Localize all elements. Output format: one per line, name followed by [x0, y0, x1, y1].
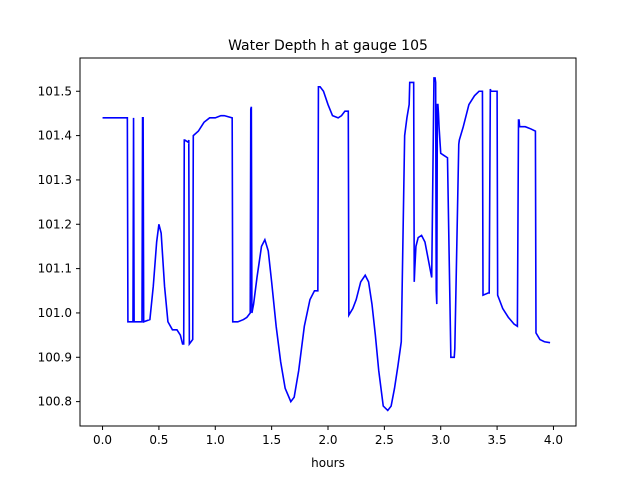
x-axis: 0.0 0.5 1.0 1.5 2.0 2.5 3.0 3.5 4.0	[93, 426, 563, 447]
series-line	[102, 77, 551, 412]
x-tick-label: 3.5	[488, 433, 507, 447]
y-tick-label: 101.3	[38, 173, 72, 187]
x-tick-label: 0.5	[149, 433, 168, 447]
axes-frame	[79, 57, 577, 427]
y-axis: 100.8 100.9 101.0 101.1 101.2 101.3 101.4 101.5	[38, 84, 80, 409]
x-tick-label: 2.0	[318, 433, 337, 447]
x-tick-label: 1.0	[206, 433, 225, 447]
y-tick-label: 101.5	[38, 84, 72, 98]
y-tick-label: 101.1	[38, 262, 72, 276]
x-tick-label: 1.5	[262, 433, 281, 447]
y-tick-label: 100.9	[38, 350, 72, 364]
y-tick-label: 100.8	[38, 395, 72, 409]
x-tick-label: 2.5	[375, 433, 394, 447]
y-tick-label: 101.4	[38, 129, 72, 143]
x-tick-label: 4.0	[544, 433, 563, 447]
x-axis-label: hours	[311, 456, 345, 470]
y-tick-label: 101.2	[38, 217, 72, 231]
x-tick-label: 0.0	[93, 433, 112, 447]
plot-area	[79, 57, 577, 427]
y-tick-label: 101.0	[38, 306, 72, 320]
chart-title: Water Depth h at gauge 105	[228, 38, 428, 54]
x-tick-label: 3.0	[431, 433, 450, 447]
